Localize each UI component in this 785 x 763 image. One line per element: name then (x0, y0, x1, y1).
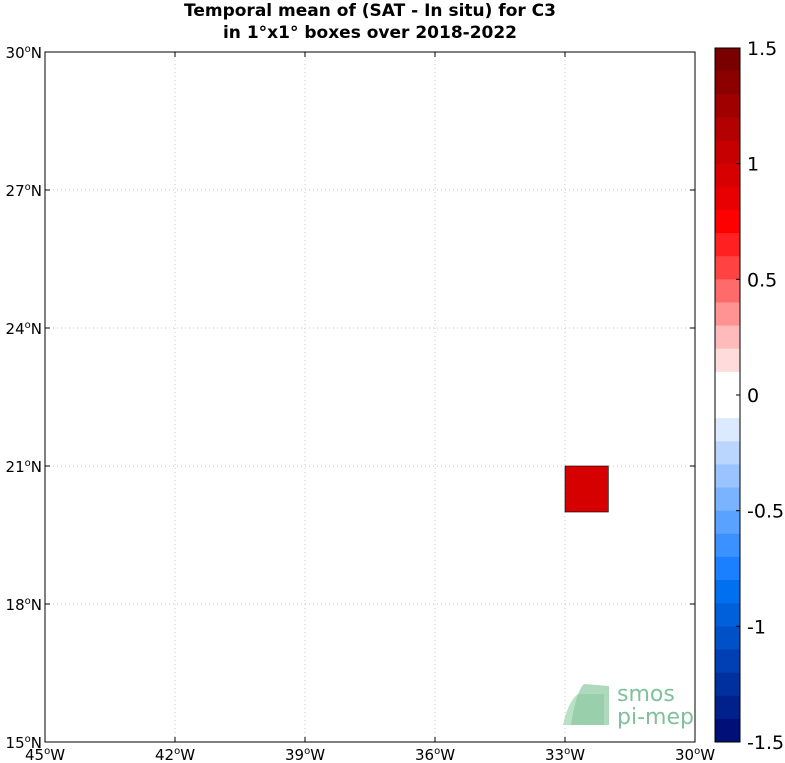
lon-tick-label: 30oW (675, 746, 715, 763)
colorbar-segment (715, 510, 740, 535)
colorbar-segment (715, 325, 740, 350)
colorbar-tick-label: 0.5 (747, 269, 777, 291)
colorbar-segment (715, 418, 740, 442)
data-cell (564, 465, 609, 513)
map-frame (44, 51, 696, 743)
lon-tick-label: 33oW (545, 746, 585, 763)
colorbar-tick-label: -0.5 (747, 501, 784, 523)
colorbar-segment (715, 556, 740, 581)
colorbar: 1.5 1 0.5 0 -0.5 -1 -1.5 (714, 38, 784, 754)
colorbar-tick-label: -1.5 (747, 732, 784, 754)
lon-tick-label: 39oW (285, 746, 325, 763)
colorbar-segment (715, 371, 740, 396)
lat-tick-label: 30oN (6, 44, 42, 62)
colorbar-segment (715, 163, 740, 188)
colorbar-segment (715, 117, 740, 142)
lon-tick-label: 42oW (155, 746, 195, 763)
colorbar-segment (715, 695, 740, 720)
lat-tick-label: 27oN (6, 182, 42, 200)
map-grid (45, 52, 695, 742)
lon-tick-label: 36oW (415, 746, 455, 763)
colorbar-segment (715, 209, 740, 234)
colorbar-segment (715, 464, 740, 489)
colorbar-tick-label: -1 (747, 616, 766, 638)
colorbar-segment (715, 395, 740, 419)
colorbar-tick-label: 1.5 (747, 38, 777, 60)
colorbar-segment (715, 533, 740, 558)
colorbar-segment (715, 48, 740, 72)
colorbar-segment (715, 348, 740, 373)
colorbar-segment (715, 279, 740, 303)
smos-pimep-logo: smos pi-mep (563, 682, 694, 730)
colorbar-tick-label: 1 (747, 154, 759, 176)
lat-tick-label: 21oN (6, 458, 42, 476)
lat-tick-label: 24oN (6, 320, 42, 338)
title-line-1: Temporal mean of (SAT - In situ) for C3 (184, 1, 556, 21)
colorbar-segment (715, 649, 740, 674)
colorbar-segment (715, 672, 740, 697)
colorbar-segment (715, 71, 740, 95)
colorbar-segment (715, 603, 740, 627)
logo-wave-icon-2 (571, 684, 609, 725)
colorbar-segment (715, 487, 740, 512)
axis-ticks: 45oW 42oW 39oW 36oW 33oW 30oW 15oN 18oN 21oN 24oN… (6, 44, 716, 763)
lat-tick-label: 15oN (6, 734, 42, 752)
colorbar-segment (715, 140, 740, 165)
lon-tick-label: 45oW (25, 746, 65, 763)
colorbar-segment (715, 233, 740, 257)
colorbar-segment (715, 580, 740, 604)
colorbar-segment (715, 94, 740, 118)
colorbar-tick-label: 0 (747, 385, 759, 407)
colorbar-segment (715, 441, 740, 465)
title-line-2: in 1°x1° boxes over 2018-2022 (222, 23, 518, 43)
colorbar-segment (715, 718, 740, 743)
lat-tick-label: 18oN (6, 596, 42, 614)
colorbar-segment (715, 186, 740, 211)
colorbar-segment (715, 302, 740, 327)
logo-text-smos: smos (617, 682, 675, 707)
logo-text-pimep: pi-mep (617, 705, 694, 730)
colorbar-segment (715, 256, 740, 280)
data-cells (564, 465, 609, 513)
colorbar-segment (715, 626, 740, 650)
